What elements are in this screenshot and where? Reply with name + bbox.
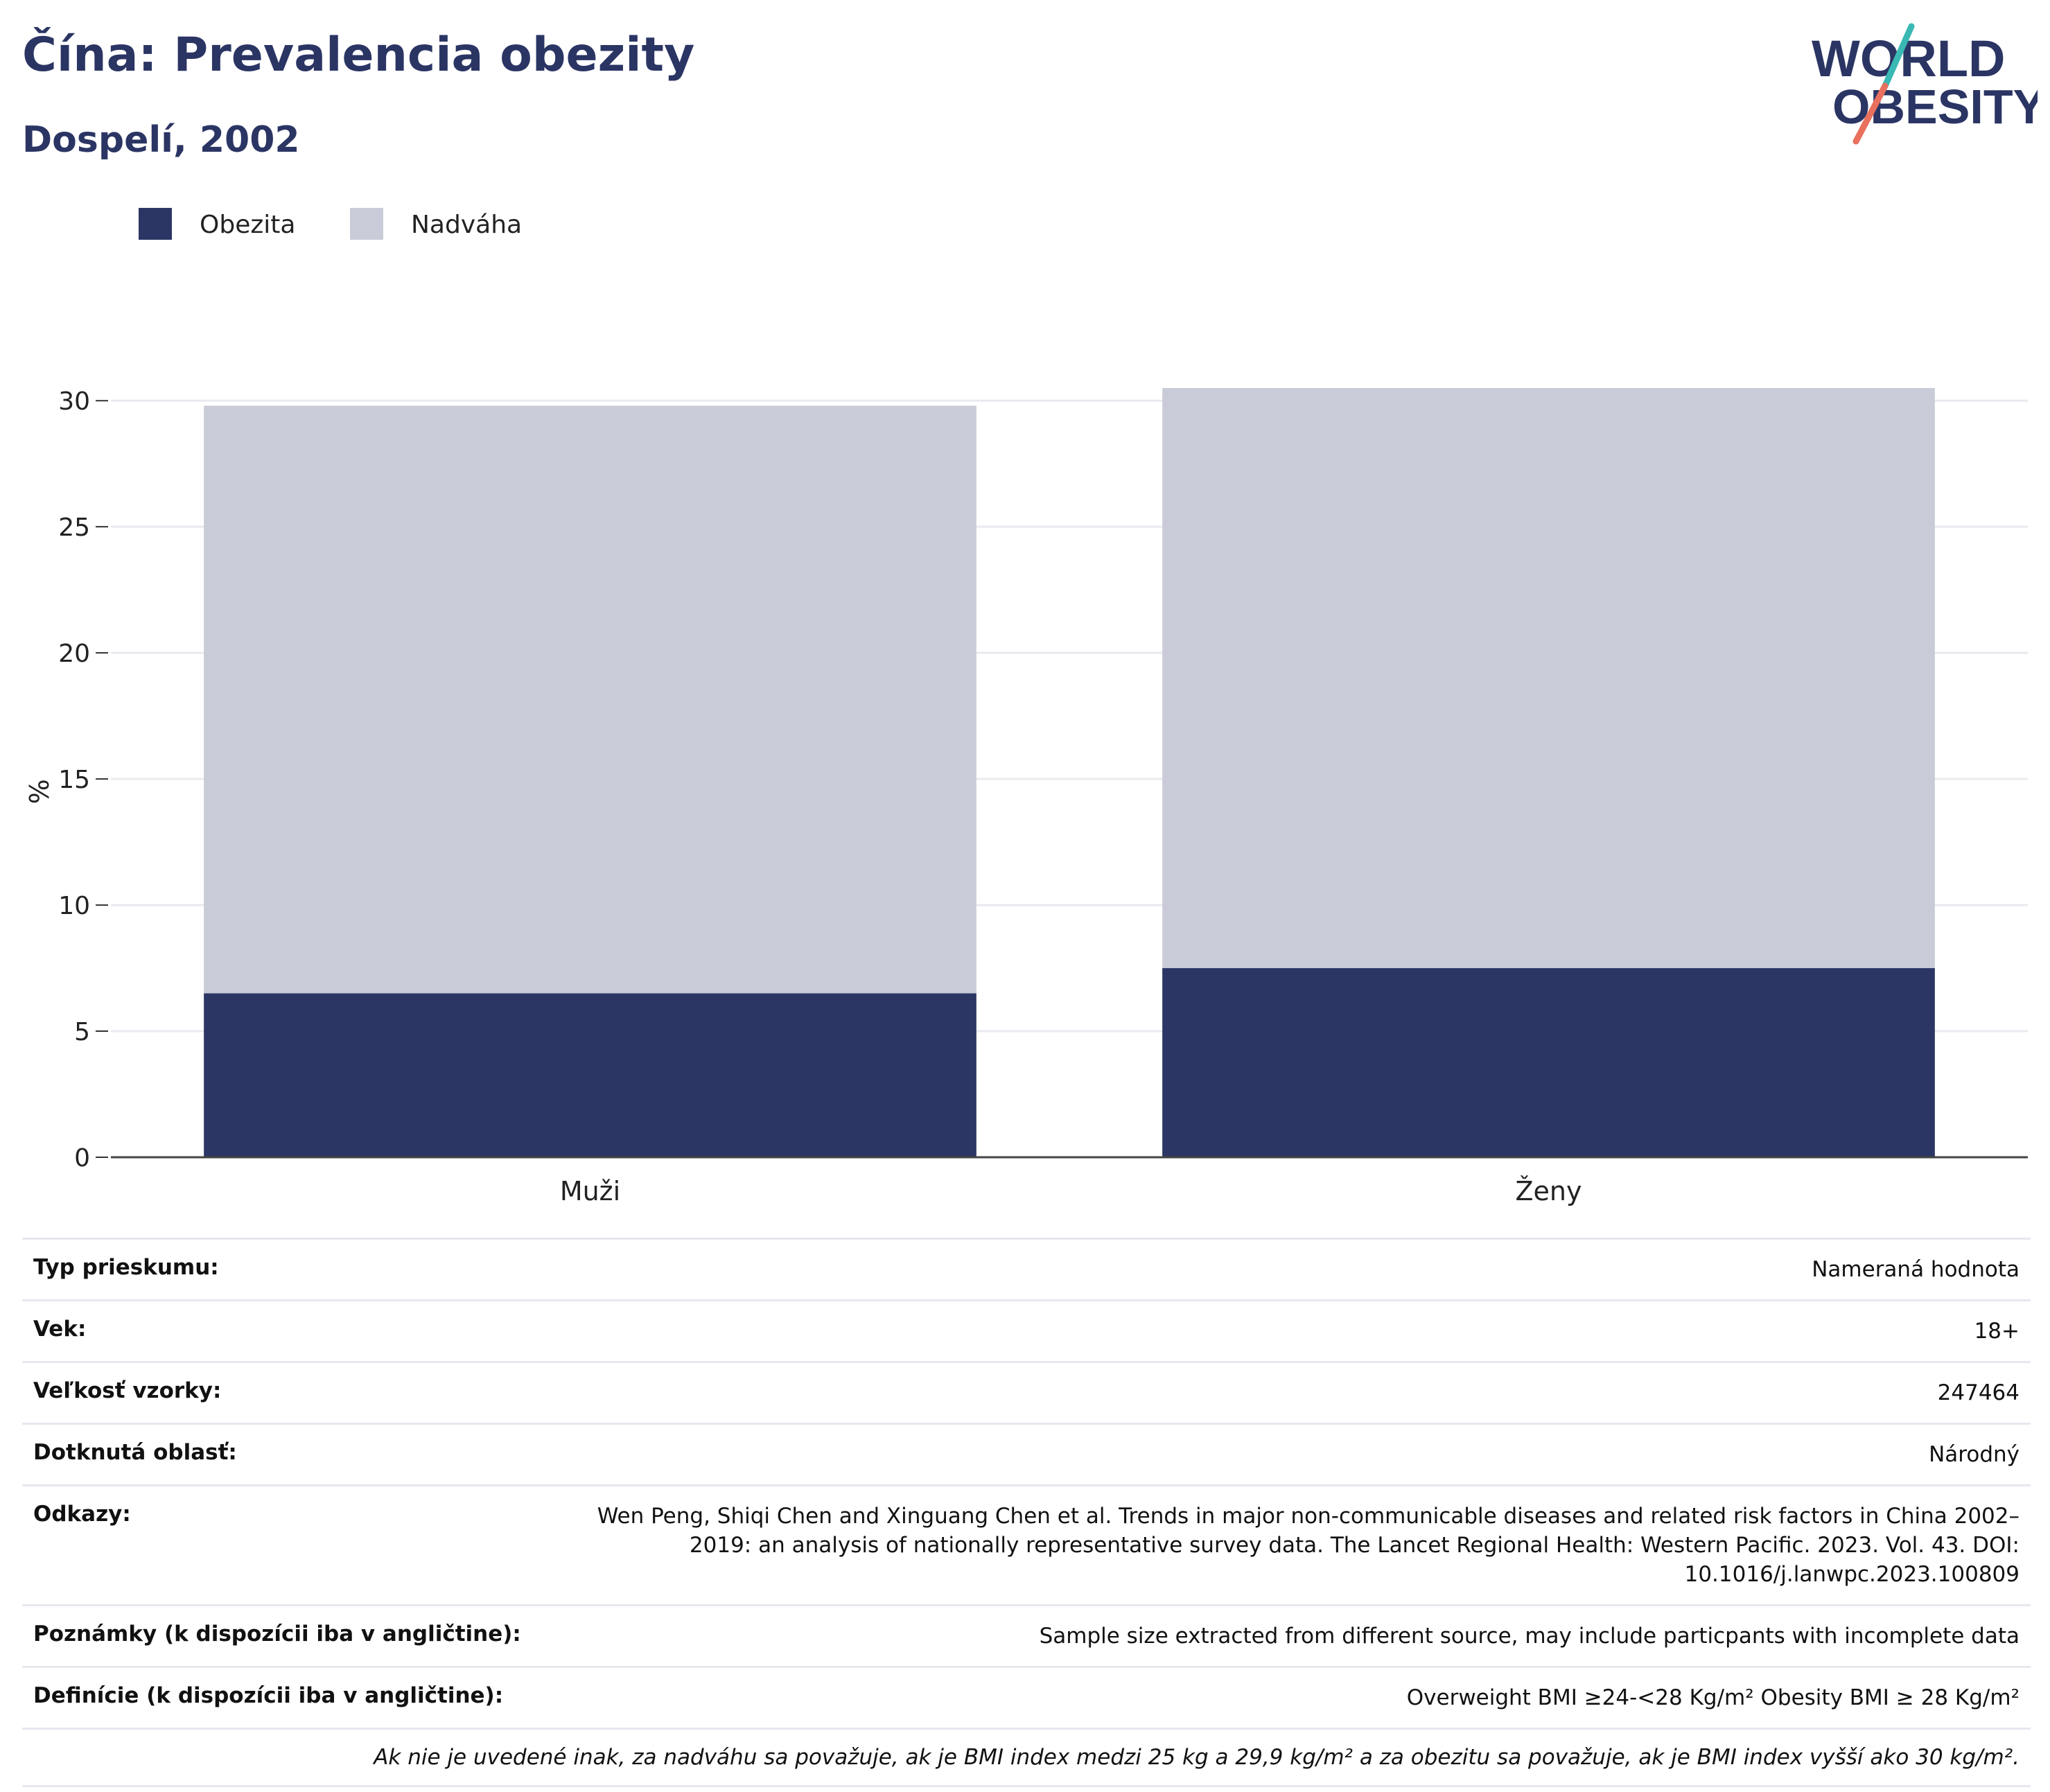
legend-swatch bbox=[350, 208, 383, 240]
info-label: Typ prieskumu: bbox=[22, 1238, 532, 1301]
y-tick-label: 30 bbox=[58, 387, 90, 416]
y-tick-label: 5 bbox=[74, 1018, 90, 1046]
y-tick-label: 20 bbox=[58, 640, 90, 668]
info-value: 247464 bbox=[532, 1361, 2031, 1424]
info-row: Odkazy: Wen Peng, Shiqi Chen and Xinguang… bbox=[22, 1484, 2031, 1606]
y-tick-label: 10 bbox=[58, 892, 90, 920]
info-value: Nameraná hodnota bbox=[532, 1238, 2031, 1301]
bar-chart: Obezita Nadváha 0 5 10 15 20 25 30% Muži Ženy bbox=[24, 208, 2028, 1206]
x-tick-label: Ženy bbox=[1516, 1176, 1582, 1206]
info-label: Vek: bbox=[22, 1299, 532, 1362]
info-value: 18+ bbox=[532, 1299, 2031, 1362]
bar-segment bbox=[1162, 388, 1935, 969]
info-row: Poznámky (k dispozícii iba v angličtine)… bbox=[22, 1604, 2031, 1667]
info-label: Dotknutá oblasť: bbox=[22, 1423, 532, 1486]
info-label: Veľkosť vzorky: bbox=[22, 1361, 532, 1424]
survey-info-table: Typ prieskumu: Nameraná hodnota Vek: 18+ Veľ… bbox=[22, 1238, 2031, 1787]
info-value: Sample size extracted from different sou… bbox=[532, 1604, 2031, 1667]
info-label: Poznámky (k dispozícii iba v angličtine)… bbox=[22, 1604, 532, 1667]
logo-slash-coral bbox=[1852, 82, 1889, 145]
legend-label: Obezita bbox=[200, 211, 295, 239]
legend-label: Nadváha bbox=[411, 211, 522, 239]
bar-segment bbox=[1162, 968, 1935, 1157]
bar-segment bbox=[204, 993, 976, 1157]
chart-title: Čína: Prevalencia obezity bbox=[22, 28, 695, 82]
info-row: Definície (k dispozícii iba v angličtine… bbox=[22, 1666, 2031, 1729]
y-tick-label: 15 bbox=[58, 766, 90, 794]
info-value: Wen Peng, Shiqi Chen and Xinguang Chen e… bbox=[532, 1484, 2031, 1606]
logo-slash-teal bbox=[1882, 23, 1915, 89]
y-tick-label: 0 bbox=[74, 1144, 90, 1172]
y-axis-label: % bbox=[24, 779, 55, 804]
info-row: Vek: 18+ bbox=[22, 1299, 2031, 1362]
info-value: Národný bbox=[532, 1423, 2031, 1486]
footnote-row: Ak nie je uvedené inak, za nadváhu sa po… bbox=[22, 1728, 2031, 1787]
info-value: Overweight BMI ≥24-<28 Kg/m² Obesity BMI… bbox=[532, 1666, 2031, 1729]
bars bbox=[204, 388, 1935, 1157]
world-obesity-logo: WORLD OBESITY bbox=[1812, 23, 2038, 145]
info-label: Odkazy: bbox=[22, 1484, 532, 1606]
footnote: Ak nie je uvedené inak, za nadváhu sa po… bbox=[22, 1728, 2031, 1787]
axes: 0 5 10 15 20 25 30% Muži Ženy bbox=[24, 387, 2028, 1206]
bar-segment bbox=[204, 405, 976, 994]
legend-swatch bbox=[139, 208, 172, 240]
y-tick-label: 25 bbox=[58, 513, 90, 542]
x-tick-label: Muži bbox=[560, 1176, 620, 1206]
info-row: Dotknutá oblasť: Národný bbox=[22, 1423, 2031, 1486]
info-row: Veľkosť vzorky: 247464 bbox=[22, 1361, 2031, 1424]
chart-subtitle: Dospelí, 2002 bbox=[22, 119, 300, 161]
info-label: Definície (k dispozícii iba v angličtine… bbox=[22, 1666, 532, 1729]
info-row: Typ prieskumu: Nameraná hodnota bbox=[22, 1238, 2031, 1301]
legend: Obezita Nadváha bbox=[139, 208, 522, 240]
